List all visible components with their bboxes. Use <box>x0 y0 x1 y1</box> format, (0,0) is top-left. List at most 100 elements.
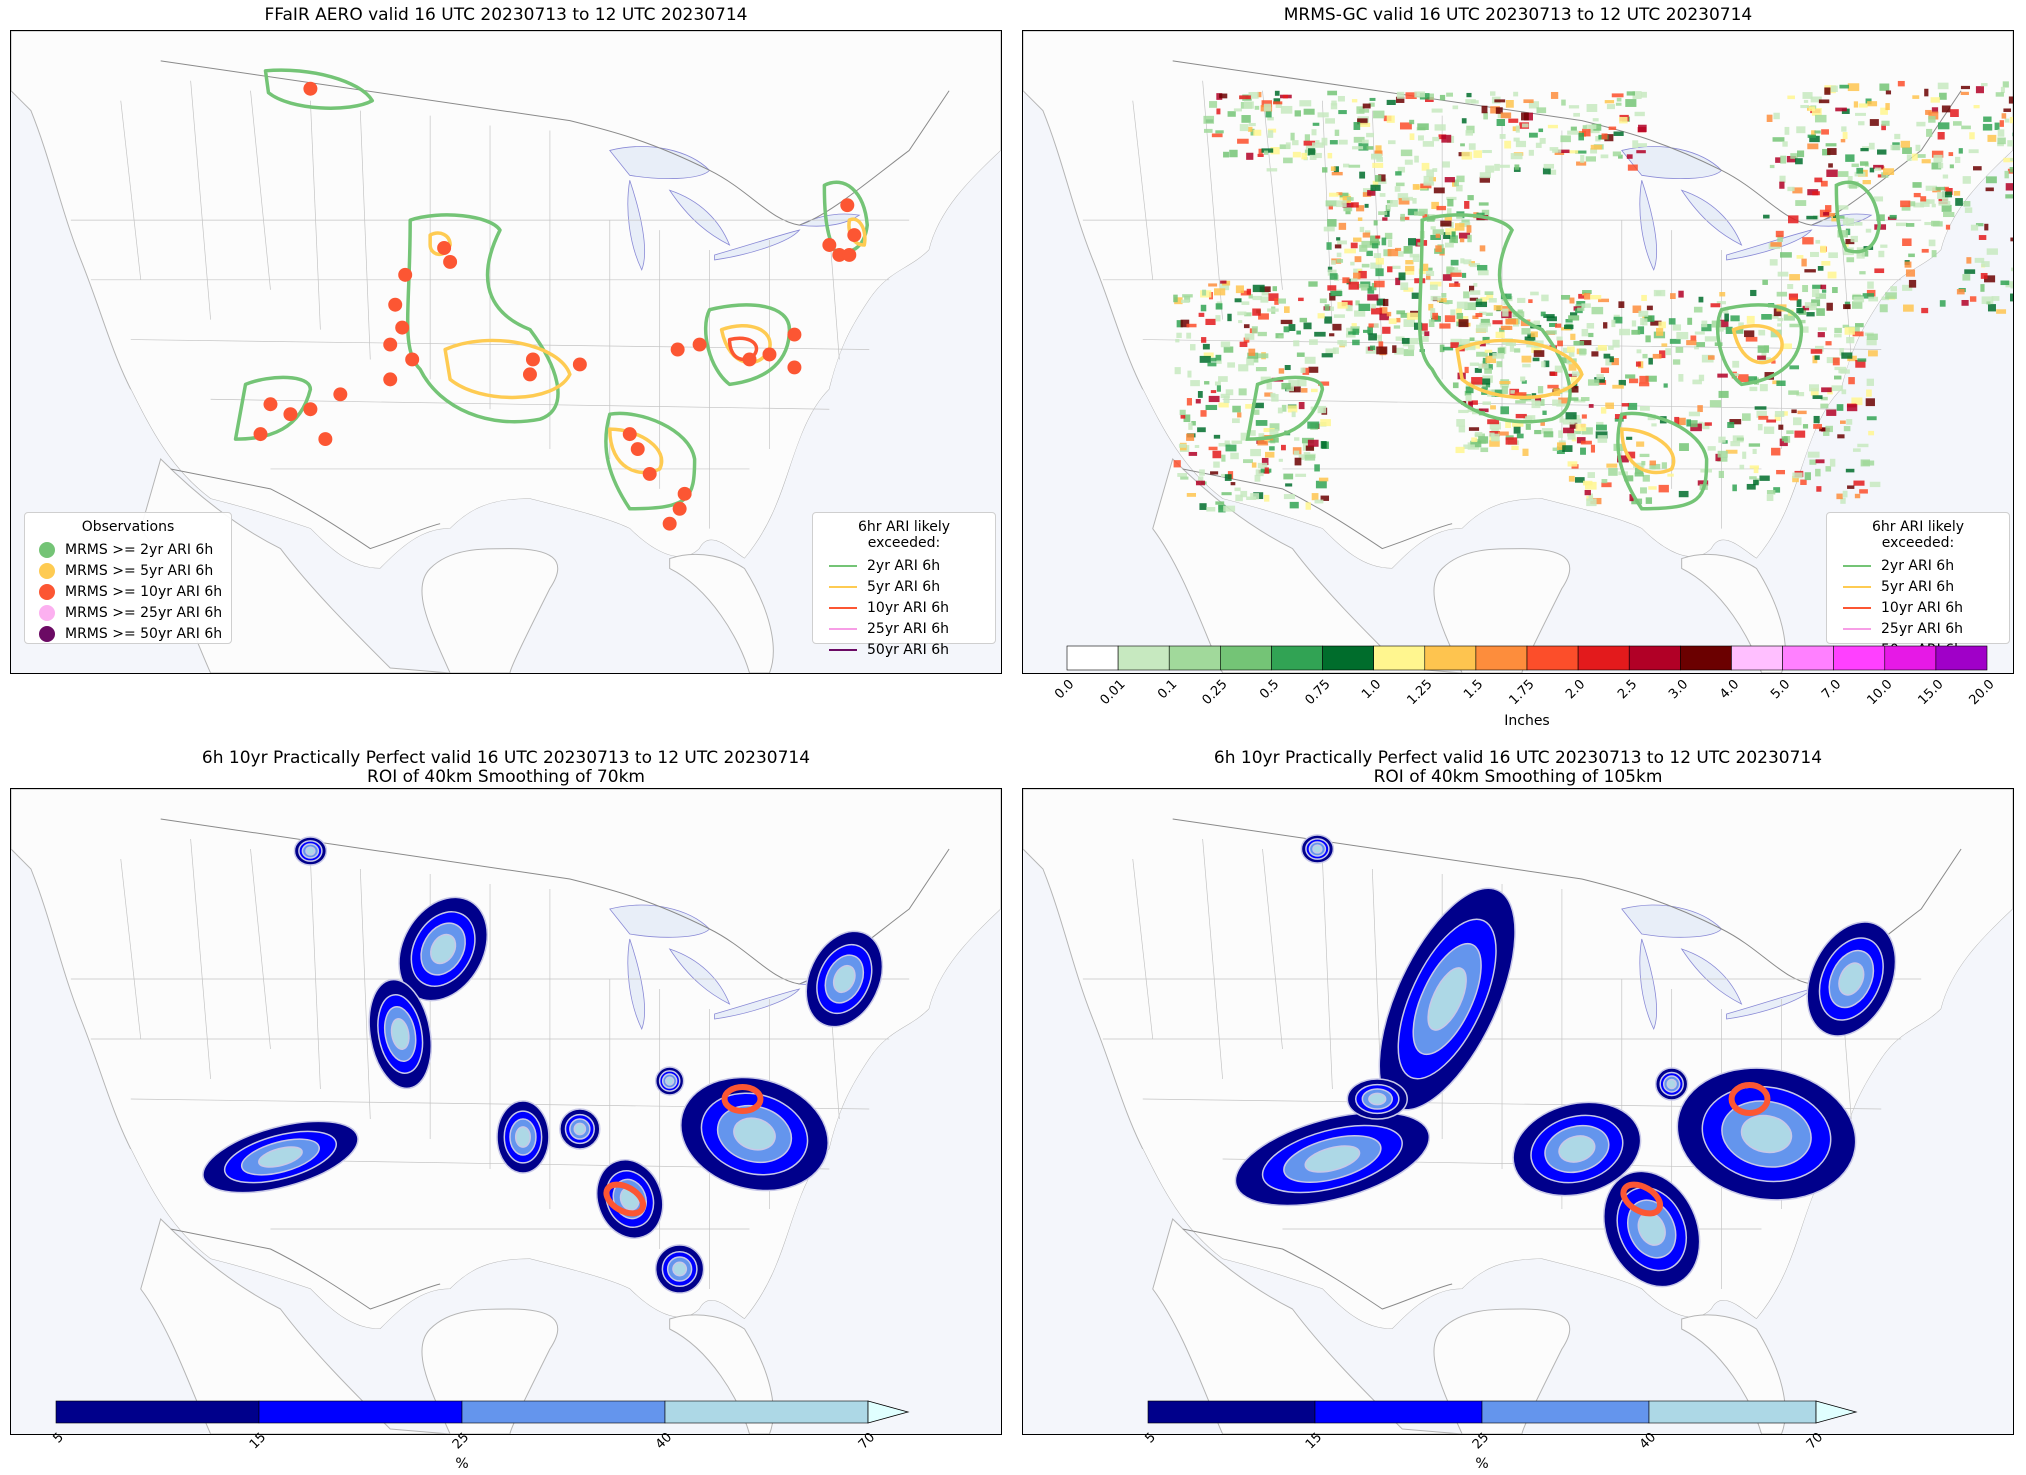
precip-cell <box>1715 326 1726 330</box>
precip-cell <box>1186 493 1197 497</box>
precip-cell <box>1362 232 1371 238</box>
precip-cell <box>1475 301 1488 308</box>
colorbar-segment <box>1314 1400 1483 1424</box>
precip-cell <box>1338 110 1347 115</box>
precip-cell <box>1439 94 1446 101</box>
precip-cell <box>1263 103 1272 112</box>
precip-colorbar: 0.0 0.01 0.1 0.25 0.5 0.75 1.0 1.25 1.5 1.75 2.0 2.… <box>1052 645 1998 745</box>
precip-cell <box>1490 106 1500 114</box>
precip-cell <box>1845 239 1855 245</box>
precip-cell <box>2009 166 2013 173</box>
legend-label: 2yr ARI 6h <box>867 557 941 574</box>
precip-cell <box>1505 437 1518 445</box>
precip-cell <box>1428 267 1433 271</box>
precip-cell <box>1716 301 1726 305</box>
colorbar-label: Inches <box>1504 713 1550 729</box>
precip-cell <box>1618 379 1626 386</box>
precip-cell <box>1246 430 1256 436</box>
precip-cell <box>1293 340 1300 347</box>
precip-cell <box>1387 266 1393 273</box>
state-border <box>1262 848 1283 1050</box>
precip-cell <box>1908 201 1916 207</box>
precip-cell <box>1351 99 1358 103</box>
precip-cell <box>1978 235 1987 240</box>
precip-cell <box>1584 481 1597 490</box>
precip-cell <box>1522 363 1531 368</box>
precip-cell <box>1414 211 1425 216</box>
precip-cell <box>1707 355 1715 360</box>
precip-cell <box>1307 439 1319 447</box>
precip-cell <box>1778 424 1784 430</box>
precip-cell <box>1846 419 1853 425</box>
precip-cell <box>1921 248 1929 253</box>
precip-cell <box>1890 286 1897 292</box>
precip-cell <box>1827 271 1837 279</box>
precip-cell <box>1833 214 1839 218</box>
observation-marker <box>383 337 398 352</box>
precip-cell <box>1773 487 1781 493</box>
precip-cell <box>1841 126 1847 132</box>
precip-cell <box>1283 157 1293 164</box>
precip-cell <box>1200 410 1207 417</box>
precip-cell <box>1468 143 1476 150</box>
colorbar-tick-label: 4.0 <box>1716 677 1743 703</box>
precip-cell <box>1200 304 1207 312</box>
precip-cell <box>1466 92 1472 98</box>
precip-cell <box>1486 294 1494 300</box>
precip-cell <box>1590 148 1598 154</box>
precip-cell <box>1816 308 1825 316</box>
precip-cell <box>1261 100 1272 108</box>
precip-cell <box>1796 255 1804 259</box>
precip-cell <box>1392 265 1401 269</box>
precip-cell <box>1852 448 1861 452</box>
precip-cell <box>1539 137 1546 144</box>
precip-cell <box>1237 311 1247 316</box>
precip-cell <box>1640 317 1645 326</box>
precip-cell <box>1305 502 1311 510</box>
precip-cell <box>1842 324 1850 329</box>
precip-cell <box>1811 289 1820 298</box>
precip-cell <box>1541 361 1546 368</box>
precip-cell <box>1301 152 1307 160</box>
precip-cell <box>1536 107 1547 114</box>
legend-line-icon <box>829 564 857 567</box>
map-pp105 <box>1022 788 2014 1435</box>
colorbar-tick-label: 7.0 <box>1819 677 1845 703</box>
probability-contour <box>258 1146 303 1168</box>
precip-cell <box>1729 419 1742 425</box>
precip-cell <box>1504 140 1512 149</box>
precip-cell <box>1492 320 1503 325</box>
precip-cell <box>1202 289 1207 296</box>
precip-cell <box>1852 331 1864 337</box>
mexico-land <box>1152 1218 1571 1434</box>
precip-cell <box>1611 93 1624 98</box>
precip-cell <box>1478 436 1489 444</box>
precip-cell <box>1356 283 1369 289</box>
precip-cell <box>1417 123 1429 131</box>
precip-cell <box>1345 333 1356 338</box>
precip-cell <box>1431 108 1443 113</box>
precip-cell <box>1481 209 1490 218</box>
colorbar-segment <box>1147 1400 1316 1424</box>
precip-cell <box>1836 493 1843 500</box>
colorbar-tick-label: 5.0 <box>1767 677 1794 703</box>
lake <box>1639 938 1657 1030</box>
legend-label: 2yr ARI 6h <box>1881 557 1955 574</box>
precip-cell <box>1325 200 1337 207</box>
precip-cell <box>1939 92 1947 100</box>
precip-cell <box>1763 214 1770 219</box>
precip-cell <box>1357 217 1363 222</box>
precip-cell <box>1542 167 1551 175</box>
precip-cell <box>1531 346 1542 353</box>
precip-cell <box>1375 257 1384 265</box>
precip-cell <box>1642 474 1650 482</box>
precip-cell <box>1843 304 1851 310</box>
precip-cell <box>1311 493 1319 501</box>
precip-cell <box>1833 333 1842 338</box>
precip-cell <box>1613 131 1624 136</box>
precip-cell <box>1190 344 1196 351</box>
legend-entry: 50yr ARI 6h <box>821 639 987 660</box>
precip-cell <box>1605 402 1614 409</box>
precip-cell <box>1377 336 1382 344</box>
precip-cell <box>1552 447 1559 451</box>
